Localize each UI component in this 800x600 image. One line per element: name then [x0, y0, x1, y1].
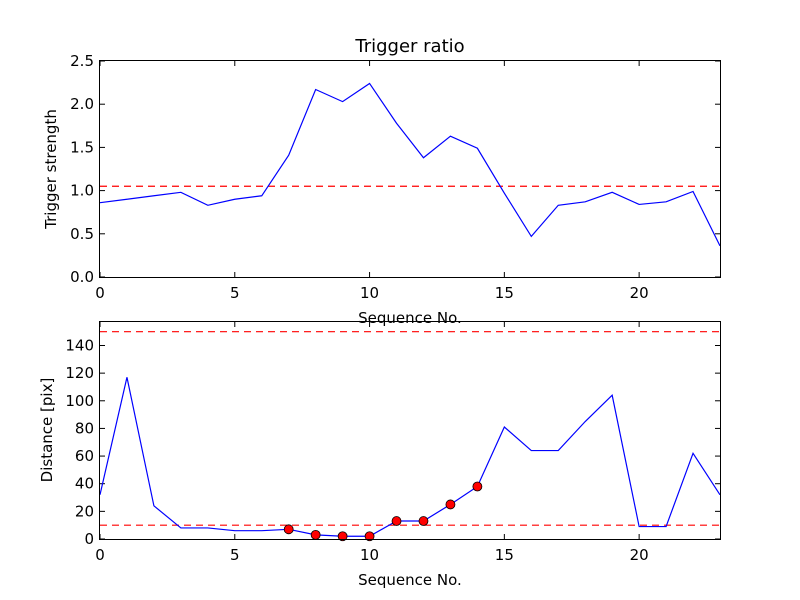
top-axis-ticks: 0 5 10 15 20 0.0 0.5 1.0 1.5 2.0 2.5: [70, 52, 720, 302]
top-x-tick-label: 20: [630, 284, 649, 302]
top-y-tick-label: 0.0: [70, 268, 94, 286]
top-y-tick-label: 0.5: [70, 225, 94, 243]
distance-marker: [472, 481, 483, 492]
bottom-y-tick-label: 80: [75, 419, 94, 437]
bottom-axis-ticks: 0 5 10 15 20 0 20 40 60 80 100 120 140: [65, 322, 720, 564]
bottom-x-axis-label: Sequence No.: [358, 571, 462, 589]
top-plot-frame: [99, 60, 721, 278]
bottom-threshold-lines: [100, 331, 720, 526]
distance-marker: [445, 499, 456, 510]
distance-marker: [364, 531, 375, 542]
bottom-y-tick-label: 140: [65, 336, 94, 354]
bottom-x-tick-label: 10: [360, 546, 379, 564]
distance-marker: [418, 516, 429, 526]
bottom-markers: [283, 481, 483, 542]
top-x-tick-label: 0: [95, 284, 105, 302]
bottom-series-lines: [99, 377, 721, 537]
bottom-x-tick-label: 20: [630, 546, 649, 564]
distance-marker: [337, 531, 348, 542]
bottom-y-tick-label: 60: [75, 447, 94, 465]
distance-marker: [310, 529, 321, 540]
bottom-y-tick-label: 40: [75, 475, 94, 493]
top-series-line: [99, 82, 721, 247]
bottom-x-tick-label: 5: [230, 546, 240, 564]
bottom-x-tick-label: 0: [95, 546, 105, 564]
top-y-tick-label: 2.0: [70, 95, 94, 113]
top-series-lines: [99, 82, 721, 247]
bottom-y-tick-label: 120: [65, 364, 94, 382]
distance-marker: [391, 516, 402, 526]
chart-title: Trigger ratio: [354, 36, 464, 57]
distance-marker: [283, 524, 294, 535]
bottom-x-tick-label: 15: [495, 546, 514, 564]
bottom-y-tick-label: 20: [75, 502, 94, 520]
bottom-y-axis-label: Distance [pix]: [38, 378, 56, 483]
bottom-plot-frame: [99, 321, 721, 540]
top-x-tick-label: 15: [495, 284, 514, 302]
trigger-ratio-panel: Trigger ratio 0 5 10 15 20 0.0 0.5 1.0 1.5 2.0 2.5…: [42, 36, 721, 327]
top-y-tick-label: 2.5: [70, 52, 94, 70]
bottom-y-tick-label: 0: [84, 530, 94, 548]
top-x-tick-label: 5: [230, 284, 240, 302]
top-y-tick-label: 1.5: [70, 138, 94, 156]
bottom-series-line: [99, 377, 721, 537]
top-y-tick-label: 1.0: [70, 182, 94, 200]
bottom-y-tick-label: 100: [65, 392, 94, 410]
top-x-tick-label: 10: [360, 284, 379, 302]
top-y-axis-label: Trigger strength: [42, 109, 60, 230]
top-x-axis-label: Sequence No.: [358, 309, 462, 327]
